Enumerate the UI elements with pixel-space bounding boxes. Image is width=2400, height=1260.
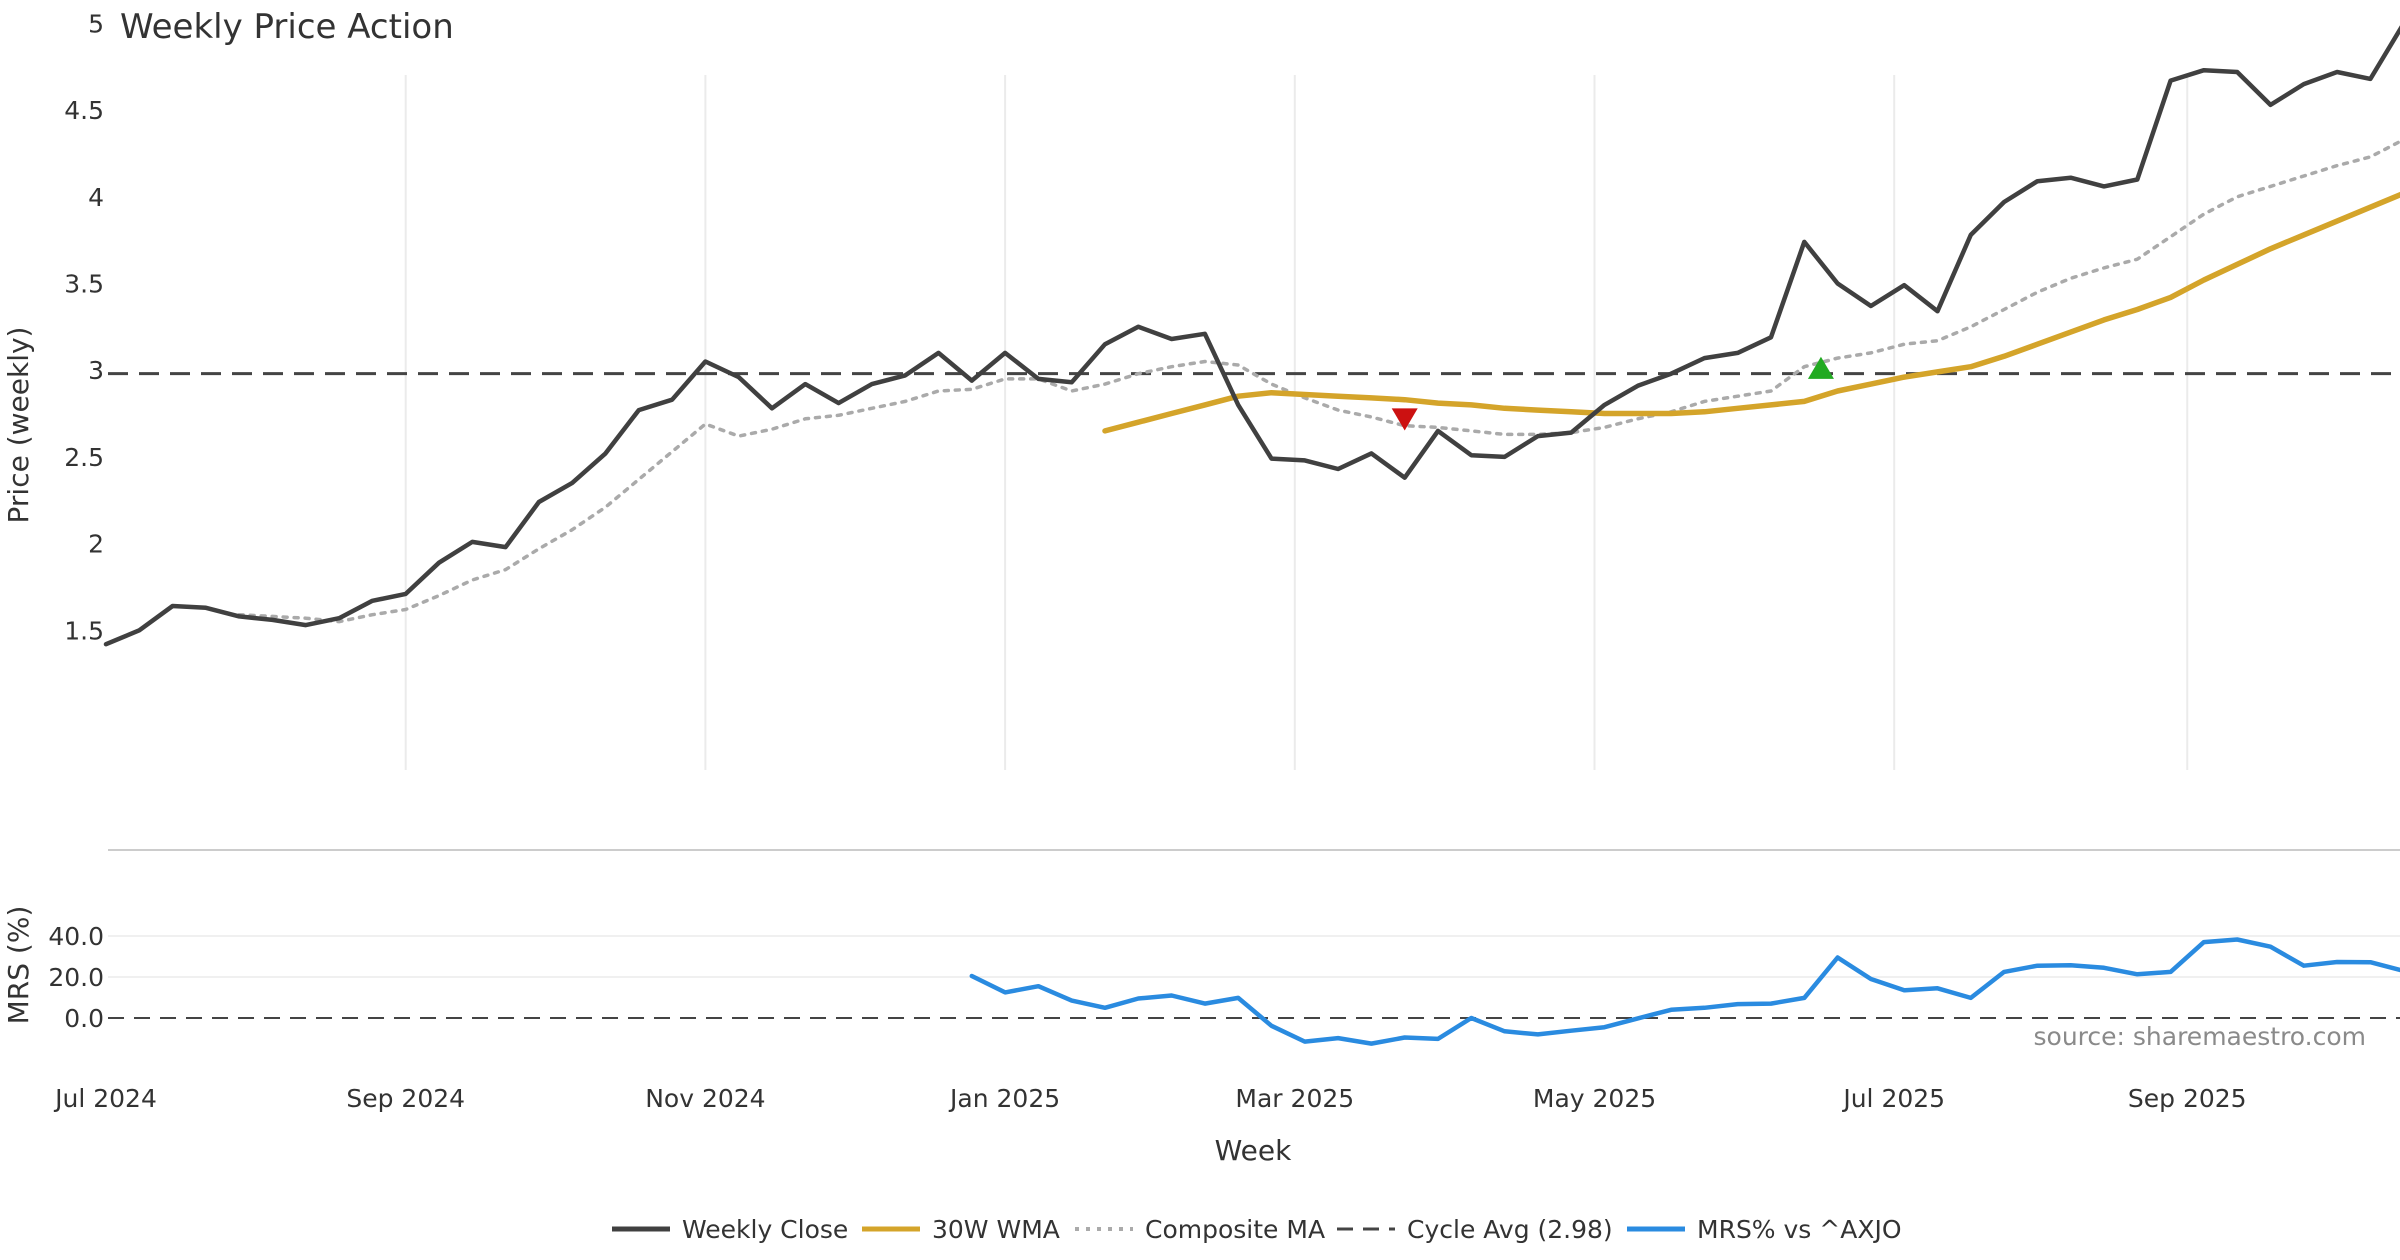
- price-y-tick-label: 4: [88, 183, 104, 212]
- legend-label: Cycle Avg (2.98): [1407, 1215, 1613, 1244]
- x-tick-label: Nov 2024: [645, 1084, 765, 1113]
- x-tick-label: Jan 2025: [948, 1084, 1060, 1113]
- signal-markers: [1391, 356, 1834, 431]
- price-y-ticks: 1.5 2 2.5 3 3.5 4 4.5 5: [64, 9, 104, 645]
- price-y-tick-label: 2: [88, 530, 104, 559]
- 30w-wma-line: [1102, 191, 2400, 434]
- x-tick-label: Sep 2025: [2128, 1084, 2247, 1113]
- x-tick-label: Jul 2024: [53, 1084, 157, 1113]
- price-y-tick-label: 5: [88, 9, 104, 38]
- price-gridlines: [404, 75, 2189, 770]
- x-axis-label: Week: [1215, 1134, 1292, 1167]
- legend-label: MRS% vs ^AXJO: [1697, 1215, 1902, 1244]
- legend-label: 30W WMA: [932, 1215, 1060, 1244]
- price-y-tick-label: 1.5: [64, 616, 104, 645]
- legend: Weekly Close 30W WMA Composite MA Cycle Avg…: [612, 1215, 1902, 1244]
- price-y-tick-label: 4.5: [64, 96, 104, 125]
- chart-title: Weekly Price Action: [120, 7, 454, 47]
- mrs-y-axis-label: MRS (%): [2, 906, 35, 1025]
- mrs-y-tick-label: 20.0: [48, 963, 104, 992]
- legend-label: Composite MA: [1145, 1215, 1325, 1244]
- price-y-tick-label: 2.5: [64, 443, 104, 472]
- price-series: [103, 25, 2400, 647]
- mrs-panel: 0.0 20.0 40.0 MRS (%) source: sharemaestro…: [2, 849, 2400, 1051]
- source-annotation: source: sharemaestro.com: [2034, 1022, 2367, 1051]
- price-panel: 1.5 2 2.5 3 3.5 4 4.5 5 Price (weekly): [2, 9, 2400, 770]
- price-y-axis-label: Price (weekly): [2, 327, 35, 524]
- mrs-gridlines: [108, 935, 2400, 978]
- mrs-y-tick-label: 40.0: [48, 922, 104, 951]
- legend-label: Weekly Close: [682, 1215, 848, 1244]
- price-y-tick-label: 3: [88, 356, 104, 385]
- weekly-close-line: [103, 25, 2400, 647]
- x-tick-label: Mar 2025: [1235, 1084, 1354, 1113]
- composite-ma-line: [237, 139, 2400, 624]
- mrs-line: [969, 937, 2400, 1046]
- x-tick-label: Sep 2024: [346, 1084, 465, 1113]
- price-y-tick-label: 3.5: [64, 270, 104, 299]
- mrs-y-ticks: 0.0 20.0 40.0: [48, 922, 104, 1033]
- mrs-y-tick-label: 0.0: [64, 1004, 104, 1033]
- mrs-series: [969, 937, 2400, 1046]
- x-tick-label: May 2025: [1533, 1084, 1656, 1113]
- sell-signal-marker: [1391, 408, 1418, 431]
- x-axis-ticks: Jul 2024 Sep 2024 Nov 2024 Jan 2025 Mar 2025…: [53, 1084, 2246, 1113]
- buy-signal-marker: [1807, 356, 1834, 379]
- x-tick-label: Jul 2025: [1841, 1084, 1945, 1113]
